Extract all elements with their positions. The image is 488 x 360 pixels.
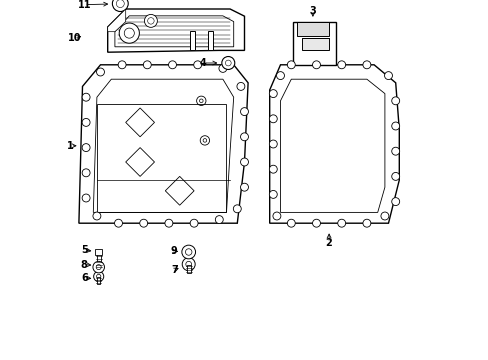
Circle shape <box>269 140 277 148</box>
Bar <box>96 254 101 268</box>
Circle shape <box>82 169 90 177</box>
Circle shape <box>140 219 147 227</box>
Circle shape <box>82 194 90 202</box>
Circle shape <box>269 190 277 198</box>
Circle shape <box>93 261 104 273</box>
Circle shape <box>391 97 399 105</box>
Circle shape <box>182 258 195 271</box>
Circle shape <box>112 0 128 12</box>
Circle shape <box>93 212 101 220</box>
Circle shape <box>222 57 234 69</box>
Circle shape <box>82 118 90 126</box>
Circle shape <box>233 205 241 213</box>
Circle shape <box>185 261 191 267</box>
Circle shape <box>164 219 172 227</box>
Circle shape <box>190 219 198 227</box>
Circle shape <box>94 271 103 282</box>
Circle shape <box>240 183 248 191</box>
Circle shape <box>391 122 399 130</box>
Circle shape <box>312 219 320 227</box>
Circle shape <box>269 165 277 173</box>
Polygon shape <box>79 65 247 223</box>
Circle shape <box>287 219 295 227</box>
Circle shape <box>96 68 104 76</box>
Circle shape <box>240 158 248 166</box>
Bar <box>292 22 336 65</box>
Text: 10: 10 <box>67 33 81 43</box>
Circle shape <box>219 64 226 72</box>
Polygon shape <box>107 9 244 52</box>
Text: 4: 4 <box>199 58 206 68</box>
Text: 11: 11 <box>78 0 91 10</box>
Text: 8: 8 <box>81 260 87 270</box>
Circle shape <box>276 72 284 80</box>
Circle shape <box>272 212 280 220</box>
Circle shape <box>116 0 124 8</box>
Bar <box>186 265 190 273</box>
Text: 1: 1 <box>67 141 74 151</box>
Bar <box>208 31 213 50</box>
Circle shape <box>391 198 399 206</box>
Circle shape <box>237 82 244 90</box>
Text: 2: 2 <box>325 238 332 248</box>
Polygon shape <box>269 65 399 223</box>
Circle shape <box>362 61 370 69</box>
Circle shape <box>337 219 345 227</box>
Bar <box>296 22 328 36</box>
Circle shape <box>391 172 399 180</box>
Circle shape <box>168 61 176 69</box>
Circle shape <box>147 18 154 24</box>
Circle shape <box>114 219 122 227</box>
Circle shape <box>82 93 90 101</box>
Circle shape <box>96 274 101 279</box>
Bar <box>97 104 226 212</box>
Circle shape <box>287 61 295 69</box>
Circle shape <box>82 144 90 152</box>
Circle shape <box>143 61 151 69</box>
Text: 7: 7 <box>171 265 177 275</box>
Polygon shape <box>107 9 125 32</box>
Circle shape <box>240 108 248 116</box>
Circle shape <box>225 60 231 66</box>
Circle shape <box>240 133 248 141</box>
Text: 9: 9 <box>171 246 177 256</box>
Circle shape <box>193 61 201 69</box>
Circle shape <box>144 14 157 27</box>
Circle shape <box>124 28 134 38</box>
Circle shape <box>185 249 192 255</box>
Circle shape <box>118 61 126 69</box>
Circle shape <box>337 61 345 69</box>
Circle shape <box>182 245 195 259</box>
Circle shape <box>384 72 392 80</box>
Text: 6: 6 <box>81 273 87 283</box>
Circle shape <box>312 61 320 69</box>
Circle shape <box>215 216 223 224</box>
Bar <box>97 277 101 284</box>
Circle shape <box>119 23 139 43</box>
Text: 3: 3 <box>309 6 316 16</box>
Circle shape <box>380 212 388 220</box>
Bar <box>95 249 102 255</box>
Text: 5: 5 <box>81 245 87 255</box>
Circle shape <box>96 265 101 270</box>
Bar <box>190 31 195 50</box>
Circle shape <box>362 219 370 227</box>
Bar <box>302 38 328 50</box>
Circle shape <box>269 90 277 98</box>
Circle shape <box>269 115 277 123</box>
Circle shape <box>391 147 399 155</box>
